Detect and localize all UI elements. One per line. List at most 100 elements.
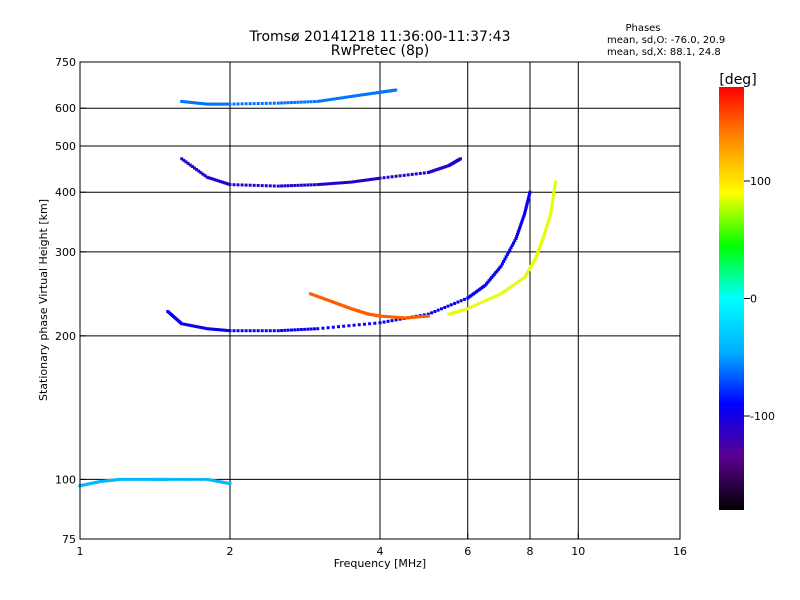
data-point (264, 101, 268, 105)
y-tick-label: 500 (55, 140, 76, 153)
data-point (330, 182, 334, 186)
data-point (289, 184, 293, 188)
data-point (209, 176, 213, 180)
data-point (207, 102, 211, 106)
data-point (145, 477, 149, 481)
data-point (260, 101, 264, 105)
data-point (373, 321, 377, 325)
data-point (459, 309, 463, 313)
data-point (192, 166, 196, 170)
data-point (211, 327, 215, 331)
data-point (547, 218, 551, 222)
data-point (327, 182, 331, 186)
data-point (209, 327, 213, 331)
data-point (215, 479, 219, 483)
data-point (494, 294, 498, 298)
data-point (513, 282, 517, 286)
data-point (336, 325, 340, 329)
data-point (319, 99, 323, 103)
data-point (323, 297, 327, 301)
data-point (540, 240, 544, 244)
data-point (542, 232, 546, 236)
data-point (111, 478, 115, 482)
data-point (402, 173, 406, 177)
data-point (228, 102, 232, 106)
data-point (490, 275, 494, 279)
data-point (426, 312, 430, 316)
chart-subtitle: RwPretec (8p) (331, 43, 429, 59)
data-point (217, 328, 221, 332)
data-point (283, 184, 287, 188)
data-point (466, 307, 470, 311)
data-point (220, 480, 224, 484)
data-point (443, 165, 447, 169)
data-point (207, 478, 211, 482)
data-point (394, 174, 398, 178)
data-point (344, 181, 348, 185)
data-point (218, 180, 222, 184)
data-point (308, 292, 312, 296)
data-point (430, 169, 434, 173)
data-point (553, 180, 557, 184)
data-point (236, 329, 240, 333)
y-axis-label: Stationary phase Virtual Height [km] (37, 199, 50, 401)
data-point (188, 163, 192, 167)
data-point (324, 298, 328, 302)
data-point (306, 327, 310, 331)
data-point (180, 99, 184, 103)
y-tick-label: 400 (55, 186, 76, 199)
data-point (306, 100, 310, 104)
data-point (523, 274, 527, 278)
colorbar-tick-label: 0 (750, 293, 757, 306)
data-point (232, 329, 236, 333)
data-point (293, 100, 297, 104)
data-point (419, 315, 423, 319)
data-point (148, 477, 152, 481)
data-point (349, 94, 353, 98)
data-point (522, 214, 526, 218)
data-point (232, 102, 236, 106)
data-point (422, 171, 426, 175)
data-point (505, 253, 509, 257)
data-point (113, 478, 117, 482)
data-point (188, 323, 192, 327)
data-point (203, 102, 207, 106)
data-point (180, 322, 184, 326)
data-point (498, 266, 502, 270)
data-point (523, 208, 527, 212)
data-point (504, 255, 508, 259)
data-point (455, 310, 459, 314)
data-point (411, 315, 415, 319)
data-point (218, 328, 222, 332)
data-point (390, 319, 394, 323)
data-point (541, 236, 545, 240)
chart-title: Tromsø 20141218 11:36:00-11:37:43 (249, 29, 511, 45)
data-point (399, 316, 403, 320)
data-point (201, 172, 205, 176)
data-point (286, 328, 290, 332)
data-point (382, 314, 386, 318)
data-point (393, 315, 397, 319)
data-point (518, 224, 522, 228)
data-point (409, 315, 413, 319)
colorbar-tick-label: 100 (750, 175, 771, 188)
data-point (213, 178, 217, 182)
data-point (316, 99, 320, 103)
data-point (491, 274, 495, 278)
data-point (474, 303, 478, 307)
data-point (426, 314, 430, 318)
data-point (192, 101, 196, 105)
data-point (437, 167, 441, 171)
colorbar-label: [deg] (719, 72, 756, 88)
y-tick-label: 300 (55, 246, 76, 259)
data-point (195, 168, 199, 172)
data-point (361, 93, 365, 97)
data-point (268, 184, 272, 188)
data-point (405, 316, 409, 320)
data-point (83, 483, 87, 487)
data-point (403, 316, 407, 320)
data-point (356, 179, 360, 183)
data-point (215, 102, 219, 106)
data-point (228, 329, 232, 333)
data-point (552, 188, 556, 192)
